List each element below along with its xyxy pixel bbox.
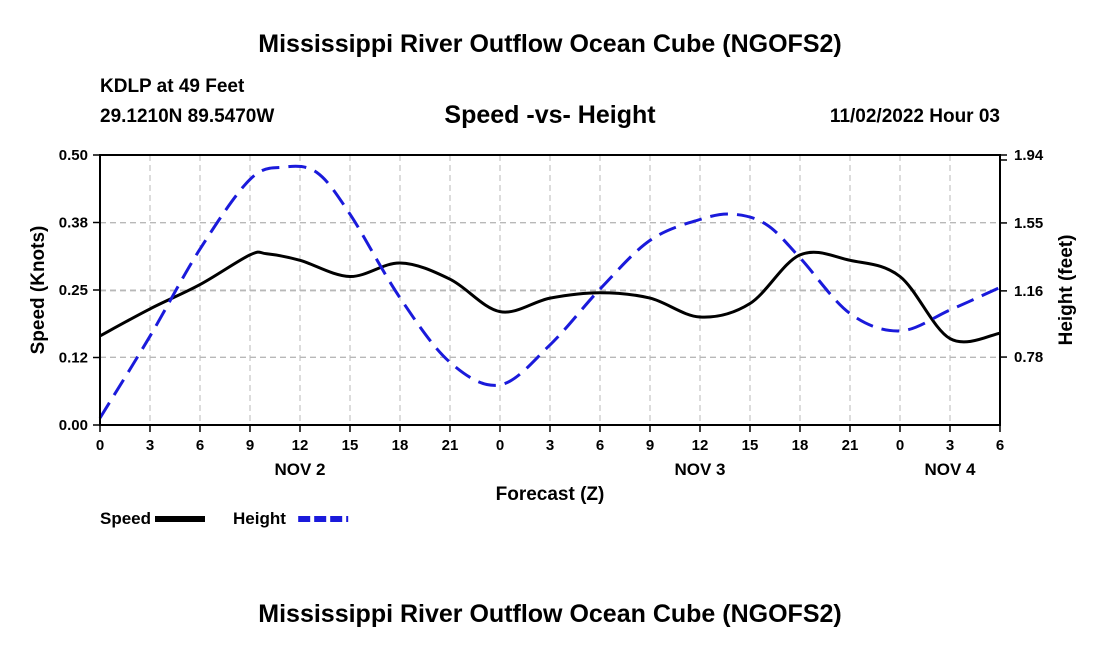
chart-subtitle: Speed -vs- Height — [444, 101, 656, 129]
day-label: NOV 3 — [674, 460, 725, 479]
x-tick-label: 3 — [946, 437, 954, 454]
series-line-speed — [99, 250, 1001, 344]
x-axis-title: Forecast (Z) — [496, 484, 605, 505]
y-tick-label: 0.25 — [59, 282, 88, 299]
repeated-chart-title: Mississippi River Outflow Ocean Cube (NG… — [258, 600, 842, 628]
x-tick-label: 6 — [596, 437, 604, 454]
x-tick-label: 12 — [292, 437, 309, 454]
x-tick-label: 21 — [842, 437, 859, 454]
x-tick-label: 9 — [646, 437, 654, 454]
x-tick-label: 6 — [996, 437, 1004, 454]
day-label: NOV 2 — [274, 460, 325, 479]
x-tick-label: 9 — [246, 437, 254, 454]
y-tick-label: 0.38 — [59, 215, 88, 232]
y2-tick-label: 1.16 — [1014, 283, 1043, 300]
x-tick-label: 0 — [96, 437, 104, 454]
x-tick-label: 18 — [392, 437, 409, 454]
x-tick-label: 3 — [146, 437, 154, 454]
legend-label-height: Height — [233, 509, 286, 528]
chart-title: Mississippi River Outflow Ocean Cube (NG… — [258, 30, 842, 58]
y-tick-label: 0.50 — [59, 147, 88, 164]
x-tick-label: 0 — [496, 437, 504, 454]
y2-tick-label: 1.94 — [1014, 147, 1044, 164]
y-tick-label: 0.00 — [59, 417, 88, 434]
y2-axis-title: Height (feet) — [1056, 235, 1077, 346]
y-tick-label: 0.12 — [59, 350, 88, 367]
y2-tick-label: 0.78 — [1014, 349, 1043, 366]
y-axis-title: Speed (Knots) — [28, 226, 49, 355]
legend-label-speed: Speed — [100, 509, 151, 528]
axes: 0 3 6 9 12 15 18 21 0 3 6 9 12 15 18 21 0 3 6 0.00 0.12 0.25 0… — [59, 147, 1044, 479]
station-coordinates: 29.1210N 89.5470W — [100, 106, 275, 127]
x-tick-label: 18 — [792, 437, 809, 454]
x-tick-label: 3 — [546, 437, 554, 454]
station-label: KDLP at 49 Feet — [100, 76, 245, 97]
x-tick-label: 21 — [442, 437, 459, 454]
x-tick-label: 12 — [692, 437, 709, 454]
y2-tick-label: 1.55 — [1014, 215, 1043, 232]
forecast-datetime: 11/02/2022 Hour 03 — [829, 106, 1000, 127]
series-layer — [98, 164, 1001, 419]
x-tick-label: 15 — [342, 437, 359, 454]
series-line-height — [98, 164, 1001, 419]
legend: Speed Height — [100, 509, 349, 528]
x-tick-label: 0 — [896, 437, 904, 454]
x-tick-label: 6 — [196, 437, 204, 454]
x-tick-label: 15 — [742, 437, 759, 454]
day-label: NOV 4 — [924, 460, 976, 479]
